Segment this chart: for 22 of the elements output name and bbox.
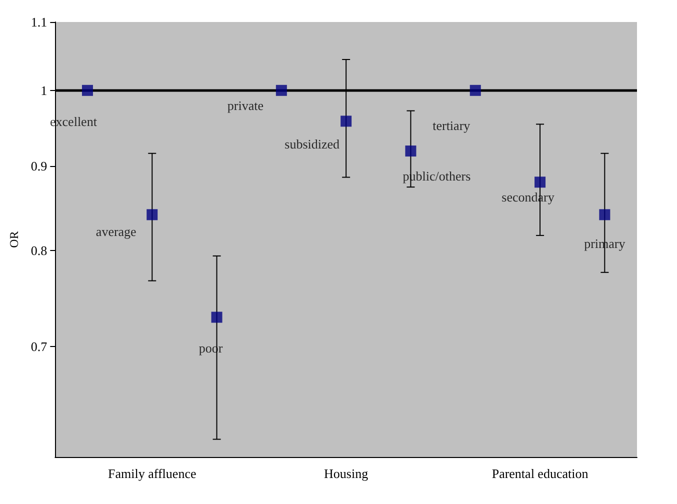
series-label: subsidized (284, 136, 340, 152)
point (534, 176, 546, 188)
x-tick-label: Housing (324, 466, 369, 481)
y-tick-label: 0.9 (30, 158, 48, 174)
series-label: private (227, 98, 264, 113)
point (405, 146, 416, 157)
x-tick-label: Family affluence (108, 466, 196, 481)
y-tick-label: 1.1 (30, 14, 48, 30)
y-tick-label: 0.7 (30, 338, 48, 354)
point (211, 312, 222, 323)
point (599, 209, 610, 220)
y-tick-label: 0.8 (30, 243, 48, 258)
y-axis-title: OR (7, 231, 21, 248)
series-label: tertiary (432, 118, 471, 133)
point (340, 116, 352, 127)
point (82, 84, 93, 96)
series-label: average (96, 224, 137, 240)
x-tick-label: Parental education (492, 466, 589, 481)
y-tick-label: 1 (40, 82, 48, 98)
point (146, 209, 158, 220)
point (276, 84, 287, 96)
point (470, 84, 481, 96)
